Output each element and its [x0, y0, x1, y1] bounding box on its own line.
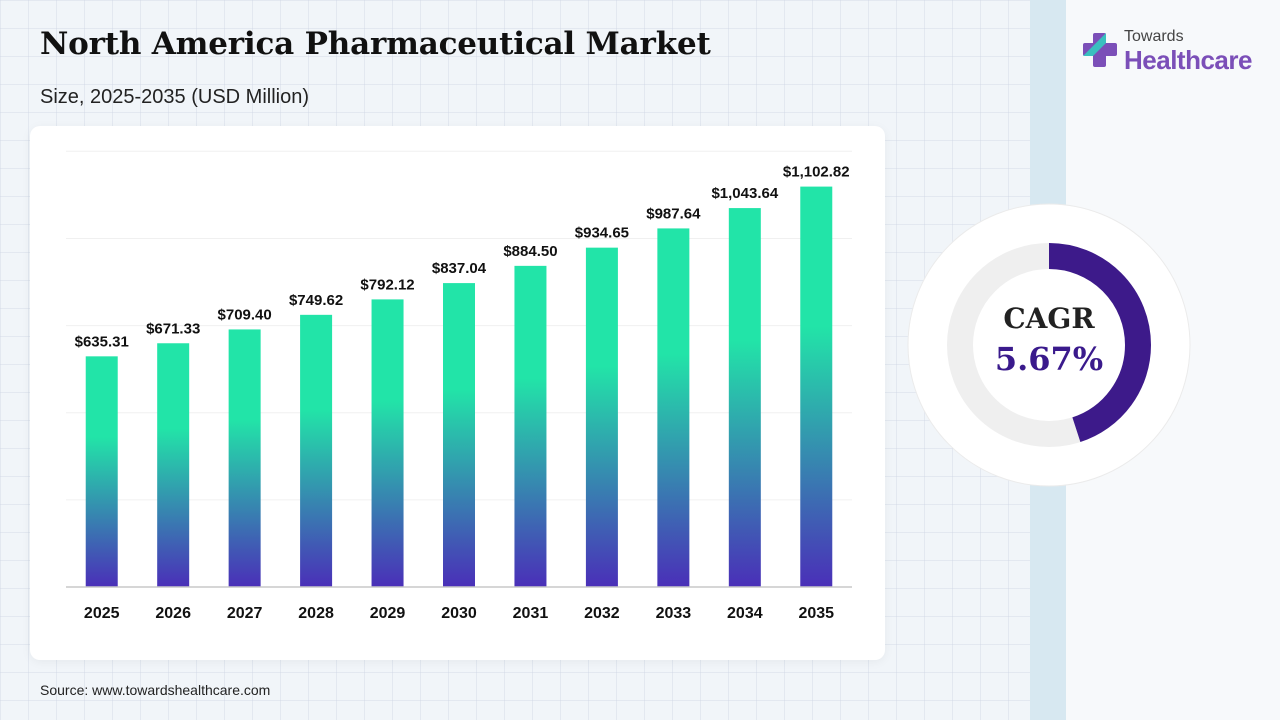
x-tick-2028: 2028 [298, 605, 334, 622]
bar-2032 [585, 247, 618, 587]
chart-title: North America Pharmaceutical Market [40, 26, 711, 62]
bar-2031 [514, 265, 547, 587]
bar-2030 [443, 283, 475, 587]
bar-2035 [800, 186, 833, 587]
medical-cross-icon [1083, 33, 1117, 67]
data-label-2033: $987.64 [646, 205, 701, 222]
data-label-2035: $1,102.82 [783, 164, 850, 181]
bar-2034 [728, 208, 761, 587]
logo-text-top: Towards [1124, 28, 1184, 45]
data-label-2026: $671.33 [146, 320, 200, 337]
bar-2028 [300, 314, 333, 587]
cagr-outer-ring [907, 203, 1191, 487]
bar-chart: $635.31 $671.33 $709.40 $749.62 $792.12 $837.… [66, 150, 852, 622]
x-tick-2029: 2029 [370, 605, 406, 622]
towards-healthcare-logo: Towards Healthcare [1080, 28, 1260, 78]
bar-2025 [85, 356, 118, 587]
chart-card: $635.31 $671.33 $709.40 $749.62 $792.12 $837.… [30, 126, 885, 660]
data-label-2032: $934.65 [575, 225, 629, 242]
x-tick-2034: 2034 [727, 605, 763, 622]
data-label-2029: $792.12 [360, 276, 414, 293]
x-tick-2032: 2032 [584, 605, 620, 622]
cagr-label: CAGR [1003, 302, 1095, 335]
bar-2033 [657, 228, 690, 587]
chart-subtitle: Size, 2025-2035 (USD Million) [40, 86, 310, 108]
x-tick-2031: 2031 [513, 605, 549, 622]
cagr-value: 5.67% [994, 340, 1104, 378]
cagr-progress-arc [947, 243, 1151, 447]
x-tick-labels: 2025 2026 2027 2028 2029 2030 2031 2032 2033 2034… [84, 605, 834, 622]
cagr-ring [907, 203, 1191, 487]
data-labels: $635.31 $671.33 $709.40 $749.62 $792.12 $837.… [75, 164, 850, 351]
data-label-2030: $837.04 [432, 260, 487, 277]
data-label-2027: $709.40 [218, 306, 272, 323]
bar-2026 [157, 343, 190, 587]
data-label-2031: $884.50 [503, 243, 557, 260]
x-tick-2025: 2025 [84, 605, 120, 622]
x-tick-2035: 2035 [798, 605, 834, 622]
bar-2027 [228, 329, 261, 587]
cagr-donut: CAGR 5.67% [906, 202, 1192, 488]
source-note: Source: www.towardshealthcare.com [40, 682, 271, 698]
logo-text-main: Healthcare [1124, 45, 1252, 75]
data-label-2034: $1,043.64 [711, 185, 778, 202]
x-tick-2033: 2033 [656, 605, 692, 622]
data-label-2025: $635.31 [75, 333, 129, 350]
data-label-2028: $749.62 [289, 292, 343, 309]
bar-2029 [371, 299, 404, 587]
x-tick-2026: 2026 [155, 605, 191, 622]
x-tick-2027: 2027 [227, 605, 263, 622]
bars [85, 186, 833, 587]
x-tick-2030: 2030 [441, 605, 477, 622]
